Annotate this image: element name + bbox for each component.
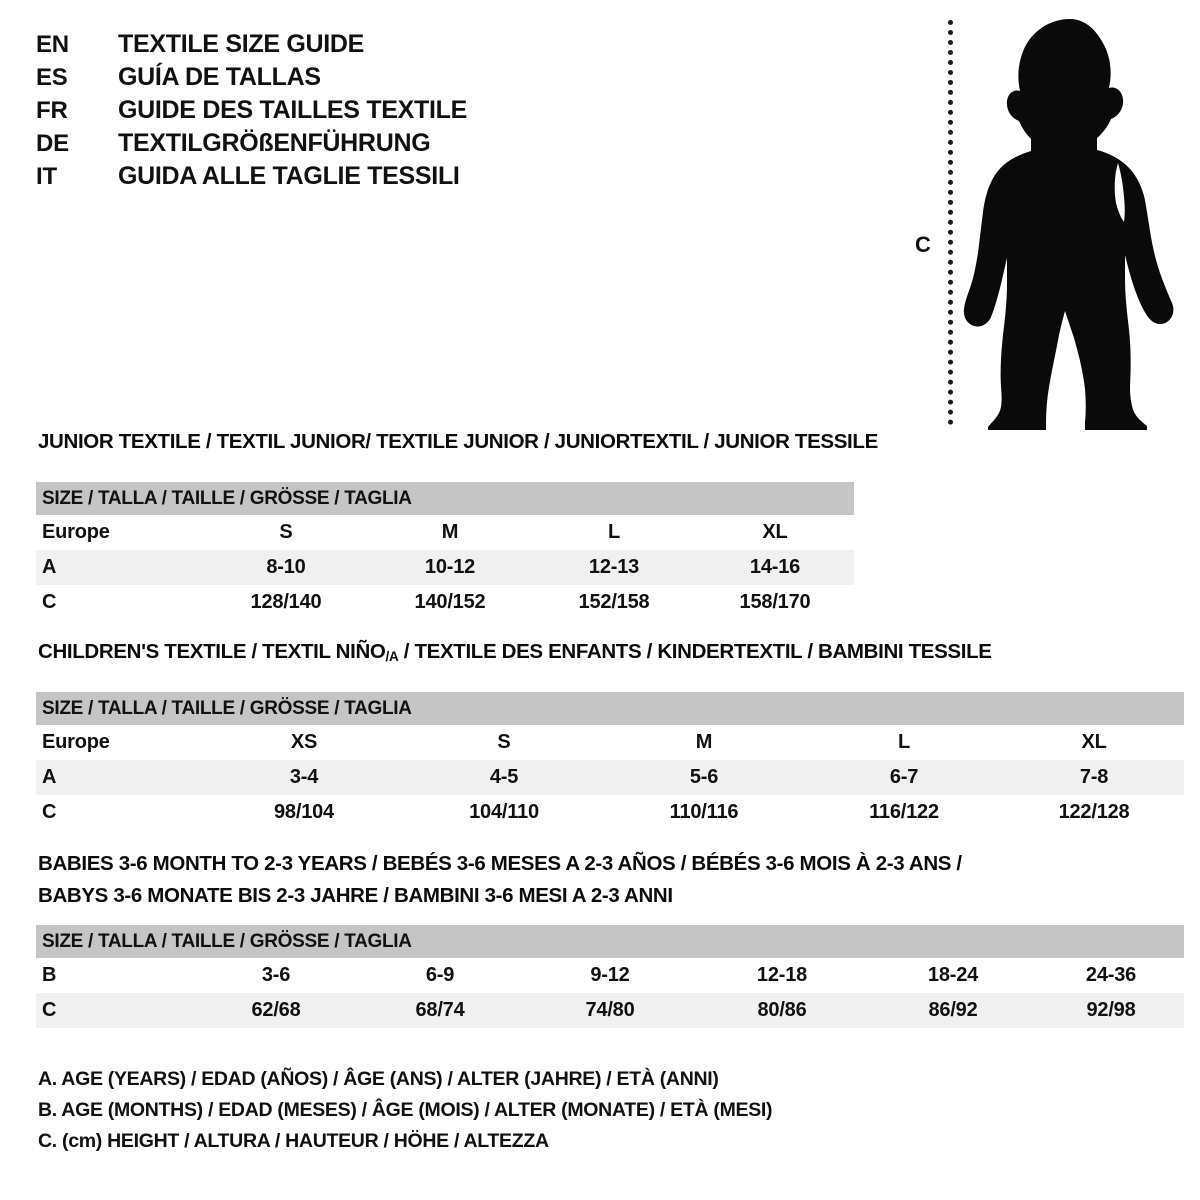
children-title-subscript: /A [385, 648, 399, 664]
language-code-it: IT [36, 163, 57, 190]
babies-size-table: SIZE / TALLA / TAILLE / GRÖSSE / TAGLIA … [36, 925, 1184, 1028]
junior-size-l: L [532, 515, 696, 550]
junior-row-c-l: 152/158 [532, 585, 696, 620]
junior-row-a-xl: 14-16 [696, 550, 854, 585]
legend-line-a: A. AGE (YEARS) / EDAD (AÑOS) / ÂGE (ANS)… [38, 1068, 719, 1090]
babies-size-bar-label: SIZE / TALLA / TAILLE / GRÖSSE / TAGLIA [36, 925, 1184, 958]
babies-row-b-c6: 24-36 [1038, 958, 1184, 993]
language-title-fr: GUIDE DES TAILLES TEXTILE [118, 96, 468, 124]
language-code-es: ES [36, 64, 68, 91]
language-title-it: GUIDA ALLE TAGLIE TESSILI [118, 162, 460, 190]
babies-row-c-c6: 92/98 [1038, 993, 1184, 1028]
children-row-a-s: 4-5 [404, 760, 604, 795]
babies-row-b-label: B [36, 958, 196, 993]
babies-row-c-c3: 74/80 [524, 993, 696, 1028]
children-size-bar-label: SIZE / TALLA / TAILLE / GRÖSSE / TAGLIA [36, 692, 1185, 725]
children-title-part1: CHILDREN'S TEXTILE / TEXTIL NIÑO [38, 640, 386, 663]
babies-row-c-c2: 68/74 [356, 993, 524, 1028]
children-row-header-label: Europe [36, 725, 204, 760]
junior-row-header-label: Europe [36, 515, 204, 550]
junior-size-bar-label: SIZE / TALLA / TAILLE / GRÖSSE / TAGLIA [36, 482, 854, 515]
language-row-en: EN TEXTILE SIZE GUIDE [36, 30, 556, 63]
children-row-a-l: 6-7 [804, 760, 1004, 795]
junior-row-a-s: 8-10 [204, 550, 368, 585]
children-size-xs: XS [204, 725, 404, 760]
junior-table-bar-row: SIZE / TALLA / TAILLE / GRÖSSE / TAGLIA [36, 482, 854, 515]
height-measurement-figure: C [890, 10, 1190, 435]
language-title-en: TEXTILE SIZE GUIDE [118, 30, 365, 58]
table-row: C 62/68 68/74 74/80 80/86 86/92 92/98 [36, 993, 1184, 1028]
table-row: A 8-10 10-12 12-13 14-16 [36, 550, 854, 585]
children-row-a-m: 5-6 [604, 760, 804, 795]
junior-size-m: M [368, 515, 532, 550]
table-row: B 3-6 6-9 9-12 12-18 18-24 24-36 [36, 958, 1184, 993]
babies-row-b-c3: 9-12 [524, 958, 696, 993]
children-row-a-xs: 3-4 [204, 760, 404, 795]
children-size-table: SIZE / TALLA / TAILLE / GRÖSSE / TAGLIA … [36, 692, 1185, 830]
junior-row-a-label: A [36, 550, 204, 585]
junior-row-a-m: 10-12 [368, 550, 532, 585]
children-row-c-l: 116/122 [804, 795, 1004, 830]
toddler-silhouette-icon [963, 19, 1174, 430]
language-title-es: GUÍA DE TALLAS [118, 63, 321, 91]
junior-row-c-xl: 158/170 [696, 585, 854, 620]
junior-size-xl: XL [696, 515, 854, 550]
junior-row-c-m: 140/152 [368, 585, 532, 620]
children-size-xl: XL [1004, 725, 1185, 760]
junior-table-header-row: Europe S M L XL [36, 515, 854, 550]
babies-row-b-c1: 3-6 [196, 958, 356, 993]
language-title-de: TEXTILGRÖßENFÜHRUNG [118, 129, 431, 157]
language-code-fr: FR [36, 97, 68, 124]
language-row-it: IT GUIDA ALLE TAGLIE TESSILI [36, 162, 556, 195]
language-code-de: DE [36, 130, 69, 157]
section-title-children: CHILDREN'S TEXTILE / TEXTIL NIÑO/A / TEX… [38, 640, 992, 664]
children-row-c-label: C [36, 795, 204, 830]
height-label-c: C [915, 232, 931, 257]
babies-row-c-c1: 62/68 [196, 993, 356, 1028]
children-table-header-row: Europe XS S M L XL [36, 725, 1185, 760]
language-title-block: EN TEXTILE SIZE GUIDE ES GUÍA DE TALLAS … [36, 30, 556, 195]
language-row-fr: FR GUIDE DES TAILLES TEXTILE [36, 96, 556, 129]
table-row: C 128/140 140/152 152/158 158/170 [36, 585, 854, 620]
junior-row-c-s: 128/140 [204, 585, 368, 620]
section-title-babies-line1: BABIES 3-6 MONTH TO 2-3 YEARS / BEBÉS 3-… [38, 852, 962, 875]
junior-size-s: S [204, 515, 368, 550]
babies-row-b-c4: 12-18 [696, 958, 868, 993]
children-table-bar-row: SIZE / TALLA / TAILLE / GRÖSSE / TAGLIA [36, 692, 1185, 725]
legend-line-b: B. AGE (MONTHS) / EDAD (MESES) / ÂGE (MO… [38, 1099, 773, 1121]
children-size-m: M [604, 725, 804, 760]
table-row: A 3-4 4-5 5-6 6-7 7-8 [36, 760, 1185, 795]
language-row-de: DE TEXTILGRÖßENFÜHRUNG [36, 129, 556, 162]
children-row-a-xl: 7-8 [1004, 760, 1185, 795]
height-dotted-line [948, 20, 953, 425]
children-title-part2: / TEXTILE DES ENFANTS / KINDERTEXTIL / B… [398, 640, 992, 663]
children-row-c-xl: 122/128 [1004, 795, 1185, 830]
language-row-es: ES GUÍA DE TALLAS [36, 63, 556, 96]
babies-row-c-c4: 80/86 [696, 993, 868, 1028]
junior-row-a-l: 12-13 [532, 550, 696, 585]
babies-row-b-c2: 6-9 [356, 958, 524, 993]
table-row: C 98/104 104/110 110/116 116/122 122/128 [36, 795, 1185, 830]
measurement-legend: A. AGE (YEARS) / EDAD (AÑOS) / ÂGE (ANS)… [38, 1068, 938, 1161]
legend-line-c: C. (cm) HEIGHT / ALTURA / HAUTEUR / HÖHE… [38, 1130, 549, 1152]
babies-row-c-label: C [36, 993, 196, 1028]
junior-row-c-label: C [36, 585, 204, 620]
language-code-en: EN [36, 31, 69, 58]
section-title-junior: JUNIOR TEXTILE / TEXTIL JUNIOR/ TEXTILE … [38, 430, 878, 453]
babies-row-b-c5: 18-24 [868, 958, 1038, 993]
babies-table-bar-row: SIZE / TALLA / TAILLE / GRÖSSE / TAGLIA [36, 925, 1184, 958]
children-row-a-label: A [36, 760, 204, 795]
babies-row-c-c5: 86/92 [868, 993, 1038, 1028]
section-title-babies-line2: BABYS 3-6 MONATE BIS 2-3 JAHRE / BAMBINI… [38, 884, 673, 907]
children-row-c-m: 110/116 [604, 795, 804, 830]
children-size-l: L [804, 725, 1004, 760]
junior-size-table: SIZE / TALLA / TAILLE / GRÖSSE / TAGLIA … [36, 482, 854, 620]
children-row-c-s: 104/110 [404, 795, 604, 830]
children-size-s: S [404, 725, 604, 760]
children-row-c-xs: 98/104 [204, 795, 404, 830]
